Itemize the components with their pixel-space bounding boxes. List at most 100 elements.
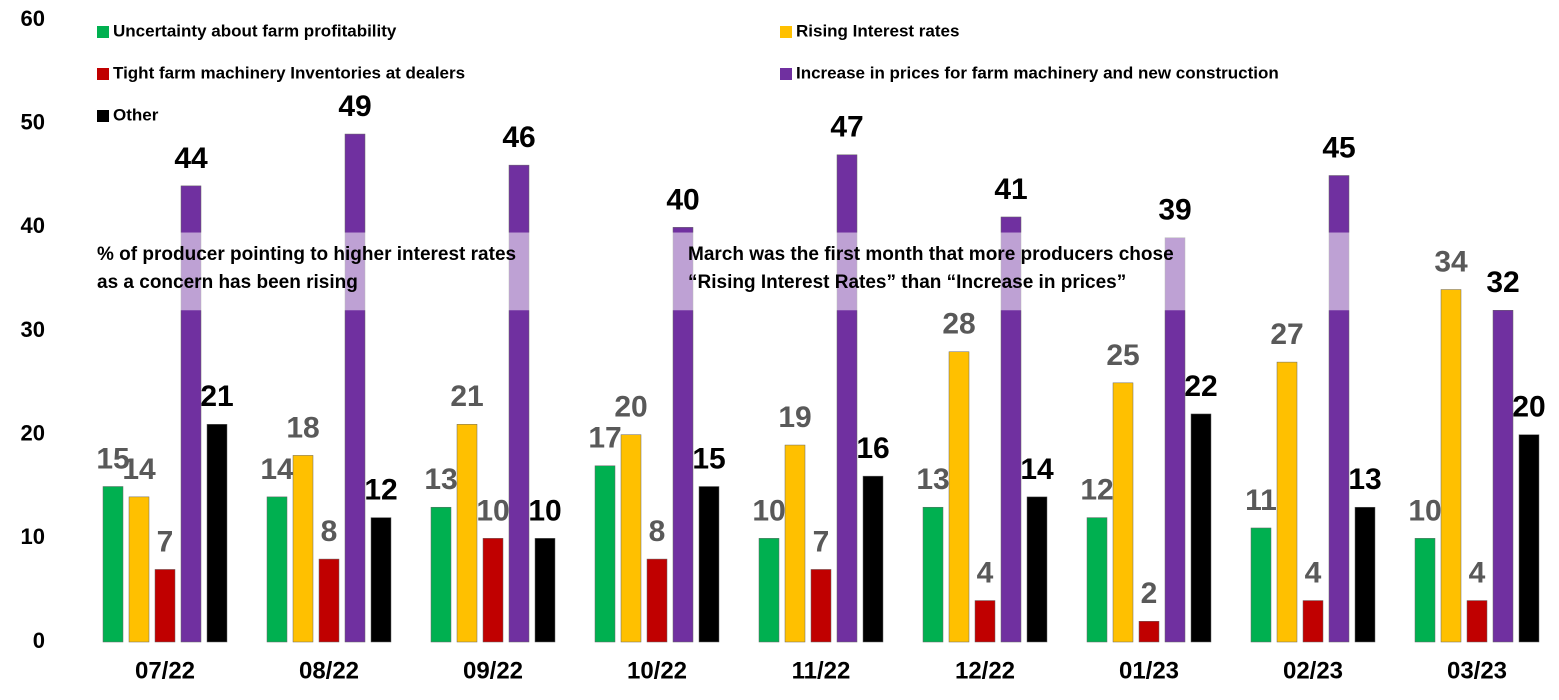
value-label: 4 [977,556,994,589]
value-label: 15 [96,442,129,475]
bar [1414,538,1436,643]
y-tick-label: 10 [21,524,45,549]
bar [1000,216,1022,643]
x-tick-label: 08/22 [299,657,359,684]
value-label: 40 [666,183,699,216]
bar [1354,506,1376,643]
value-label: 11 [1245,484,1277,517]
x-tick-label: 09/22 [463,657,523,684]
x-tick-label: 10/22 [627,657,687,684]
bar [758,538,780,643]
value-label: 45 [1322,131,1355,164]
y-tick-label: 0 [33,628,45,653]
legend-swatch [780,26,792,38]
x-tick-label: 07/22 [135,657,195,684]
bar [594,465,616,643]
bar [1518,434,1540,643]
bar [784,444,806,643]
value-label: 34 [1434,245,1468,278]
value-label: 15 [692,442,725,475]
bar [456,424,478,643]
legend-label: Uncertainty about farm profitability [113,21,397,40]
legend-label: Increase in prices for farm machinery an… [796,63,1279,82]
bar [948,351,970,643]
value-label: 20 [1512,391,1545,424]
x-tick-label: 03/23 [1447,657,1507,684]
value-label: 39 [1158,194,1191,227]
bar [1112,382,1134,643]
y-tick-label: 20 [21,420,45,445]
value-label: 49 [338,90,371,123]
bar [344,133,366,643]
y-tick-label: 40 [21,213,45,238]
value-label: 13 [916,463,949,496]
value-label: 10 [752,494,785,527]
bar [1250,527,1272,643]
value-label: 27 [1270,318,1303,351]
legend-swatch [97,26,109,38]
y-tick-label: 30 [21,317,45,342]
value-label: 28 [942,308,975,341]
value-label: 21 [450,380,483,413]
bar [266,496,288,643]
bar [102,486,124,643]
legend-label: Other [113,105,159,124]
value-label: 10 [1408,494,1441,527]
legend-swatch [97,110,109,122]
bar [922,506,944,643]
value-label: 17 [588,422,621,455]
value-label: 19 [778,401,811,434]
value-label: 13 [424,463,457,496]
value-label: 8 [321,515,338,548]
annotation: % of producer pointing to higher interes… [97,244,516,265]
bar [430,506,452,643]
bar [1466,600,1488,643]
value-label: 20 [614,391,647,424]
bar [154,569,176,643]
bar [810,569,832,643]
bar [1440,289,1462,643]
value-label: 7 [157,525,174,558]
bar [1492,310,1514,643]
legend-label: Tight farm machinery Inventories at deal… [113,63,465,82]
value-label: 4 [1469,556,1486,589]
value-label: 41 [994,173,1027,206]
value-label: 12 [364,474,397,507]
bar [672,227,694,643]
bar [974,600,996,643]
highlight-band [88,232,1408,311]
y-tick-label: 60 [21,6,45,31]
x-tick-label: 11/22 [792,657,851,684]
bar [206,424,228,643]
bar [836,154,858,643]
bar [128,496,150,643]
bar [620,434,642,643]
value-label: 44 [174,142,208,175]
x-tick-label: 12/22 [955,657,1015,684]
value-label: 12 [1080,474,1113,507]
bar [292,455,314,643]
value-label: 10 [528,494,561,527]
value-label: 4 [1305,556,1322,589]
value-label: 22 [1184,370,1217,403]
value-label: 47 [830,111,863,144]
value-label: 14 [1020,453,1054,486]
value-label: 14 [260,453,294,486]
value-label: 46 [502,121,535,154]
value-label: 18 [286,411,319,444]
bar [1190,413,1212,643]
bar [862,475,884,643]
bar [482,538,504,643]
bar [646,558,668,643]
y-tick-label: 50 [21,109,45,134]
value-label: 10 [476,494,509,527]
value-label: 7 [813,525,830,558]
legend-swatch [780,68,792,80]
value-label: 2 [1141,577,1158,610]
bar [1086,517,1108,643]
value-label: 21 [200,380,233,413]
x-tick-label: 02/23 [1283,657,1343,684]
value-label: 8 [649,515,666,548]
annotation: as a concern has been rising [97,272,358,293]
